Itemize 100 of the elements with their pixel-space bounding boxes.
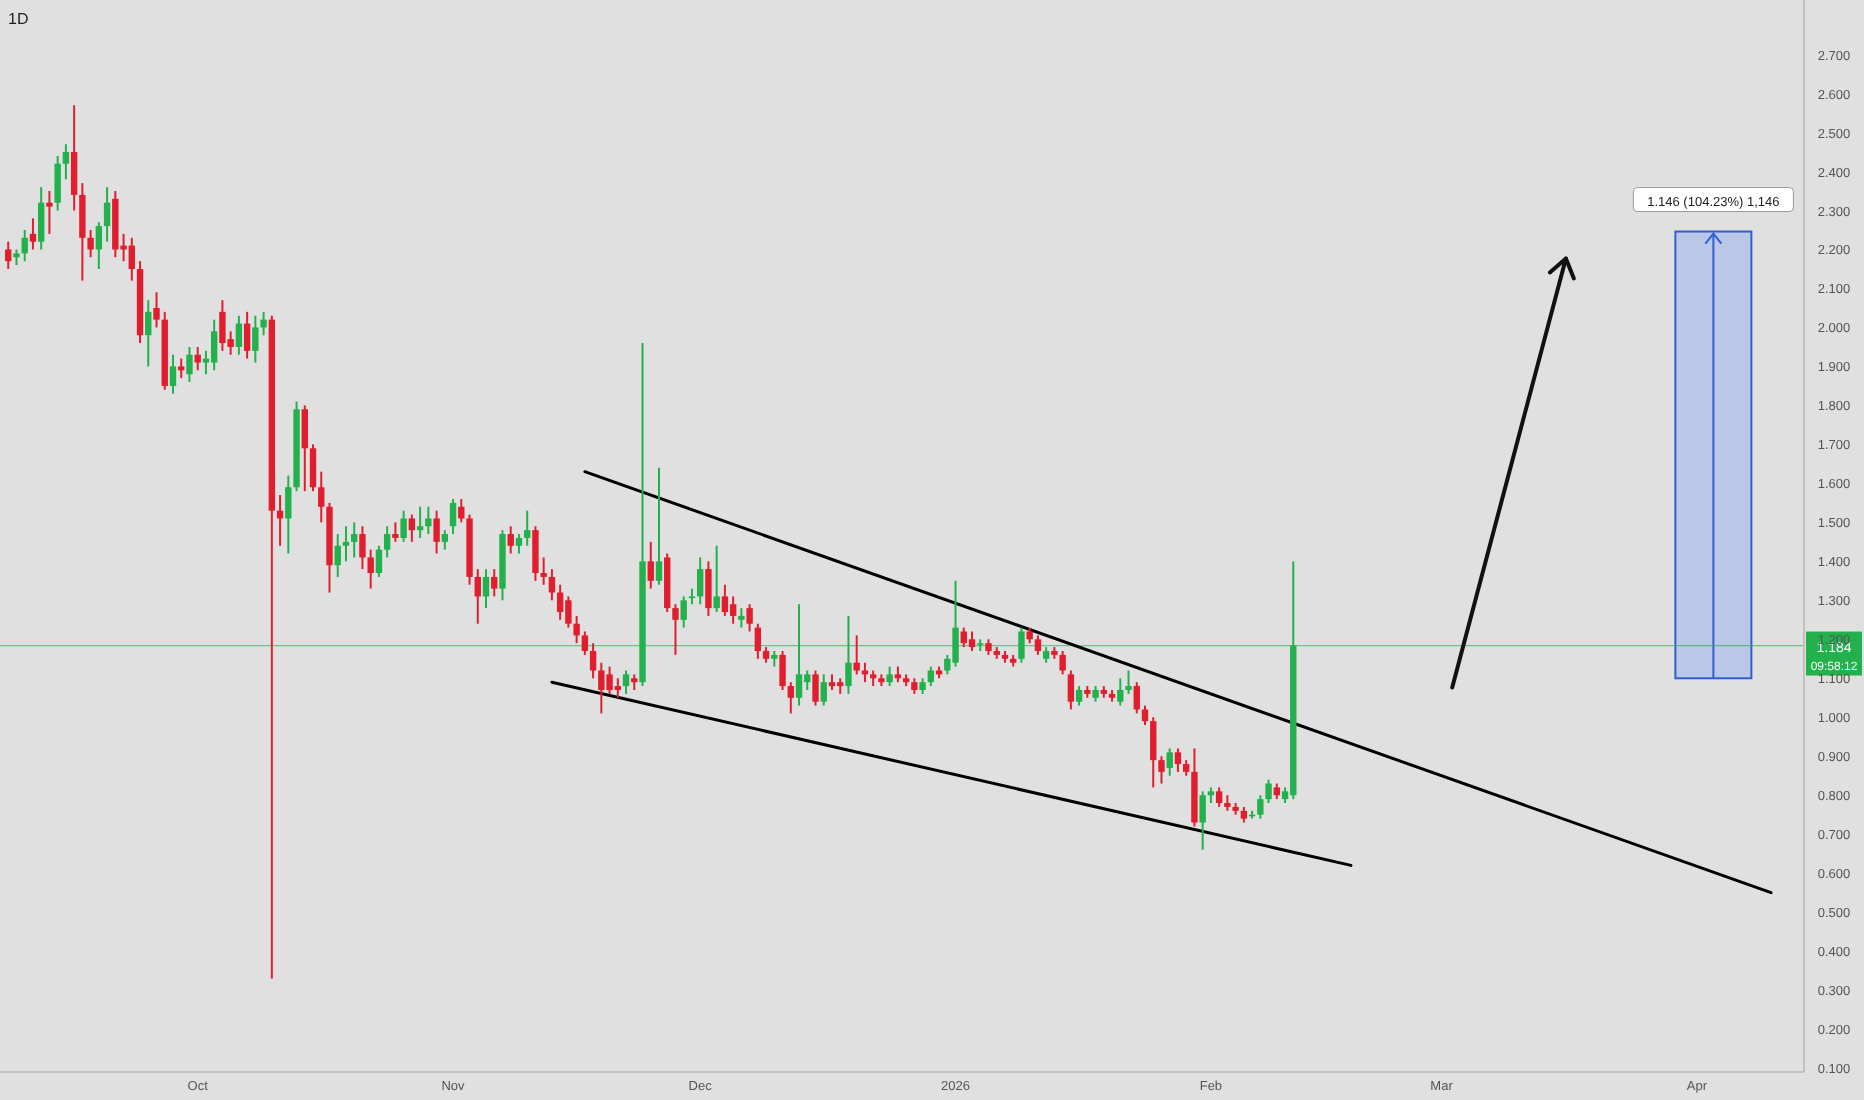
candlestick bbox=[37, 186, 45, 251]
candlestick bbox=[318, 470, 325, 524]
candlestick bbox=[886, 665, 893, 688]
candlestick bbox=[70, 104, 78, 212]
candlestick bbox=[1133, 681, 1140, 715]
candlestick bbox=[235, 314, 243, 356]
candlestick bbox=[927, 665, 935, 688]
candlestick bbox=[655, 466, 663, 586]
candlestick bbox=[5, 240, 12, 270]
candlestick bbox=[524, 509, 531, 547]
candlestick bbox=[449, 497, 457, 536]
candlestick bbox=[383, 525, 391, 559]
candlestick bbox=[21, 228, 28, 263]
candlestick bbox=[474, 568, 481, 625]
candlestick bbox=[1150, 716, 1157, 789]
text: 1D bbox=[8, 10, 29, 28]
candlestick bbox=[861, 661, 869, 684]
candlestick bbox=[1257, 794, 1264, 820]
candlestick bbox=[219, 299, 226, 352]
candlestick bbox=[1117, 677, 1124, 707]
candlestick bbox=[787, 681, 794, 715]
candlestick bbox=[178, 357, 185, 380]
candlestick bbox=[1265, 778, 1272, 805]
candlestick bbox=[589, 642, 597, 680]
candlestick bbox=[153, 291, 160, 329]
candlestick bbox=[1018, 626, 1025, 664]
candlestick bbox=[968, 630, 976, 652]
candlestick bbox=[79, 182, 86, 282]
candlestick bbox=[252, 314, 259, 364]
candlestick bbox=[565, 595, 572, 629]
candlestick bbox=[29, 217, 37, 251]
candlestick bbox=[1141, 704, 1149, 727]
candlestick bbox=[721, 583, 729, 617]
candlestick bbox=[367, 548, 374, 590]
candlestick bbox=[351, 521, 358, 559]
candlestick bbox=[515, 533, 523, 555]
candlestick bbox=[548, 568, 556, 602]
candlestick bbox=[103, 186, 111, 243]
candlestick bbox=[425, 505, 432, 536]
candlestick bbox=[1199, 790, 1206, 851]
candlestick bbox=[1034, 634, 1042, 656]
candlestick bbox=[128, 236, 135, 282]
candlestick bbox=[54, 154, 61, 212]
candlestick bbox=[433, 509, 440, 555]
candlestick bbox=[532, 525, 539, 582]
candlestick bbox=[845, 614, 852, 695]
candlestick bbox=[581, 630, 589, 656]
candlestick bbox=[169, 353, 177, 395]
candlestick bbox=[1158, 755, 1165, 785]
candlestick bbox=[62, 143, 70, 181]
candlestick bbox=[491, 568, 498, 598]
candlestick bbox=[804, 669, 811, 691]
candlestick bbox=[260, 310, 267, 337]
candlestick bbox=[598, 661, 605, 715]
candlestick bbox=[145, 299, 152, 368]
candlestick bbox=[779, 650, 786, 691]
candlestick bbox=[194, 345, 201, 372]
candlestick bbox=[46, 190, 53, 235]
candlestick bbox=[1166, 747, 1173, 777]
candlestick bbox=[795, 603, 803, 707]
candlestick bbox=[680, 595, 687, 629]
candlestick bbox=[1125, 669, 1132, 695]
candlestick bbox=[573, 614, 580, 645]
candlestick bbox=[482, 568, 490, 610]
candlestick bbox=[729, 595, 737, 625]
candlestick bbox=[186, 345, 193, 384]
candlestick bbox=[746, 603, 753, 633]
candlestick bbox=[507, 525, 514, 555]
candlestick bbox=[952, 579, 959, 668]
candlestick bbox=[408, 513, 416, 543]
candlestick bbox=[1067, 669, 1075, 711]
candlestick bbox=[334, 533, 341, 578]
candlestick bbox=[400, 509, 407, 543]
candlestick bbox=[359, 525, 366, 571]
candlestick bbox=[672, 603, 679, 656]
candlestick bbox=[713, 544, 720, 614]
candlestick bbox=[416, 505, 424, 539]
candlestick bbox=[705, 560, 712, 617]
candlestick bbox=[606, 665, 613, 695]
candlestick bbox=[696, 556, 704, 606]
candlestick bbox=[614, 677, 622, 699]
candlestick bbox=[301, 404, 308, 493]
candlestick bbox=[812, 669, 819, 707]
candlestick bbox=[392, 521, 399, 543]
candlestick bbox=[1174, 747, 1182, 773]
candlestick bbox=[342, 525, 350, 563]
candlestick bbox=[540, 556, 547, 586]
candlestick bbox=[1059, 650, 1066, 676]
candlestick bbox=[1215, 786, 1223, 808]
candlestick bbox=[622, 669, 630, 695]
candlestick bbox=[309, 443, 317, 493]
candlestick bbox=[1075, 685, 1083, 707]
candlestick bbox=[243, 310, 251, 360]
candlestick bbox=[647, 540, 654, 590]
candlestick bbox=[820, 673, 827, 707]
candlestick bbox=[95, 221, 103, 270]
candlestick bbox=[738, 607, 745, 629]
candlestick bbox=[285, 474, 292, 555]
candlestick bbox=[754, 622, 762, 660]
candlestick bbox=[441, 529, 449, 551]
